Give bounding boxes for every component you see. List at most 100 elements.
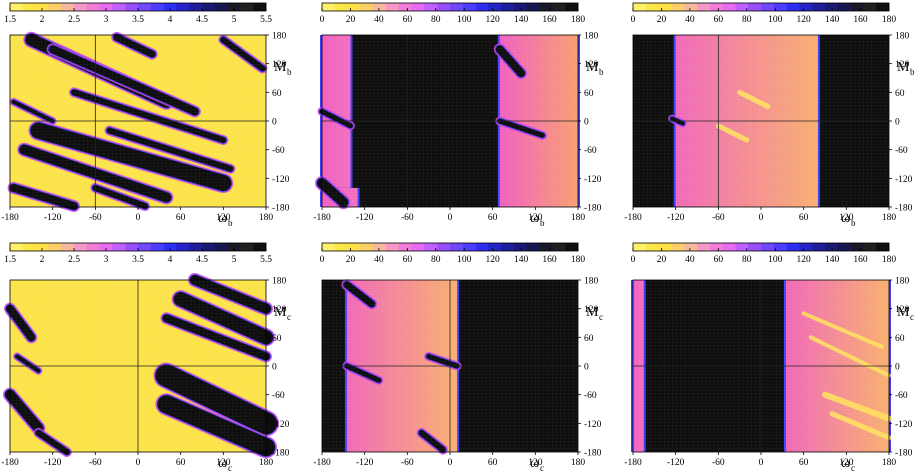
colorbar-tick-label: 100 [457, 15, 472, 25]
colorbar-tick-label: 4 [168, 255, 173, 265]
colorbar-swatch [35, 3, 49, 11]
colorbar-tick-label: 3.5 [132, 255, 144, 265]
colorbar-tick-label: 1.5 [4, 15, 16, 25]
colorbar-tick-label: 120 [486, 255, 501, 265]
colorbar-tick-label: 0 [631, 15, 636, 25]
colorbar: 0 20 40 60 80 100 120 140 160 180 [631, 2, 896, 25]
y-tick-label: 180 [272, 32, 287, 42]
colorbar-swatch [633, 243, 647, 251]
colorbar-swatch [99, 3, 113, 11]
colorbar-swatch [876, 3, 890, 11]
colorbar-swatch [658, 243, 672, 251]
colorbar-swatch [48, 3, 62, 11]
x-tick-label: -60 [401, 213, 414, 223]
colorbar-frame [321, 2, 579, 12]
colorbar-swatch [552, 3, 566, 11]
colorbar-tick-label: 140 [514, 15, 529, 25]
y-tick-label: -180 [584, 204, 602, 214]
y-tick-label: 120 [895, 60, 910, 70]
x-tick-label: -180 [1, 458, 19, 468]
colorbar-swatch [163, 3, 177, 11]
colorbar-tick-label: 40 [685, 255, 695, 265]
colorbar-swatch [386, 3, 400, 11]
colorbar-swatch [539, 3, 553, 11]
panel-top-right: 0 20 40 60 80 100 120 140 160 180-180 -120 -60 0 60 12… [624, 2, 915, 228]
x-axis-label-subscript: b [540, 218, 545, 228]
x-tick-label: 60 [176, 458, 186, 468]
colorbar-swatch [99, 243, 113, 251]
colorbar-swatch [709, 243, 723, 251]
y-tick-label: -60 [272, 146, 285, 156]
x-tick-label: 180 [882, 458, 897, 468]
y-axis-label: M [274, 305, 287, 320]
colorbar-frame [632, 242, 890, 252]
colorbar-swatch [514, 3, 528, 11]
colorbar-swatch [125, 3, 139, 11]
y-tick-label: -180 [272, 204, 290, 214]
colorbar-swatch [552, 243, 566, 251]
colorbar-swatch [697, 243, 711, 251]
colorbar-swatch [35, 243, 49, 251]
x-tick-label: -120 [667, 458, 685, 468]
colorbar-swatch [735, 243, 749, 251]
y-tick-label: 0 [895, 118, 900, 128]
colorbar-swatch [61, 3, 75, 11]
colorbar-tick-label: 140 [825, 15, 840, 25]
x-tick-label: 120 [216, 213, 231, 223]
x-tick-label: -120 [44, 458, 62, 468]
colorbar-swatch [722, 243, 736, 251]
colorbar-swatch [74, 3, 88, 11]
colorbar-tick-label: 80 [742, 15, 752, 25]
colorbar-swatch [347, 3, 361, 11]
colorbar-tick-label: 160 [542, 15, 557, 25]
colorbar: 1.5 2 2.5 3 3.5 4 4.5 5 5.5 [4, 2, 272, 25]
colorbar-swatch [812, 243, 826, 251]
colorbar-swatch [488, 3, 502, 11]
colorbar-tick-label: 60 [403, 255, 413, 265]
y-tick-label: -120 [584, 175, 602, 185]
x-tick-label: 60 [488, 458, 498, 468]
panel-bottom-left: 1.5 2 2.5 3 3.5 4 4.5 5 5.5 -180 -120 -60 0 60 120 180 1… [1, 242, 291, 472]
x-tick-label: 180 [571, 213, 586, 223]
colorbar-swatch [424, 3, 438, 11]
colorbar-swatch [722, 3, 736, 11]
colorbar-swatch [112, 243, 126, 251]
y-tick-label: 60 [584, 334, 594, 344]
y-axis-label: M [586, 305, 599, 320]
x-tick-label: 0 [136, 458, 141, 468]
colorbar-swatch [398, 243, 412, 251]
x-tick-label: -120 [667, 213, 685, 223]
colorbar-tick-label: 140 [825, 255, 840, 265]
x-tick-label: 120 [839, 458, 854, 468]
x-axis-label-subscript: b [851, 218, 856, 228]
y-tick-label: 60 [895, 334, 905, 344]
y-tick-label: 60 [272, 334, 282, 344]
colorbar-swatch [22, 3, 36, 11]
colorbar-swatch [735, 3, 749, 11]
x-axis-label-subscript: b [228, 218, 233, 228]
y-tick-label: 180 [895, 277, 910, 287]
y-axis-label-subscript: b [287, 67, 292, 77]
panel-bottom-middle: 0 20 40 60 80 100 120 140 160 180-180 -120 -60 0 60 12… [313, 242, 603, 472]
x-axis-label-subscript: c [540, 463, 544, 472]
colorbar-swatch [240, 243, 254, 251]
x-tick-label: 180 [882, 213, 897, 223]
colorbar-swatch [150, 243, 164, 251]
colorbar-tick-label: 120 [486, 15, 501, 25]
y-tick-label: -60 [584, 146, 597, 156]
colorbar-swatch [450, 3, 464, 11]
x-tick-label: 120 [528, 213, 543, 223]
colorbar-tick-label: 20 [657, 15, 667, 25]
y-tick-label: 0 [584, 363, 589, 373]
y-axis-label-subscript: b [910, 67, 915, 77]
colorbar-swatch [799, 243, 813, 251]
y-tick-label: 120 [895, 305, 910, 315]
x-tick-label: 0 [759, 458, 764, 468]
x-axis-label: ω [841, 456, 850, 471]
y-tick-label: 0 [272, 363, 277, 373]
x-tick-label: 60 [488, 213, 498, 223]
colorbar-tick-label: 80 [431, 255, 441, 265]
colorbar-tick-label: 5.5 [260, 15, 272, 25]
y-tick-label: 120 [272, 305, 287, 315]
y-tick-label: 0 [272, 118, 277, 128]
